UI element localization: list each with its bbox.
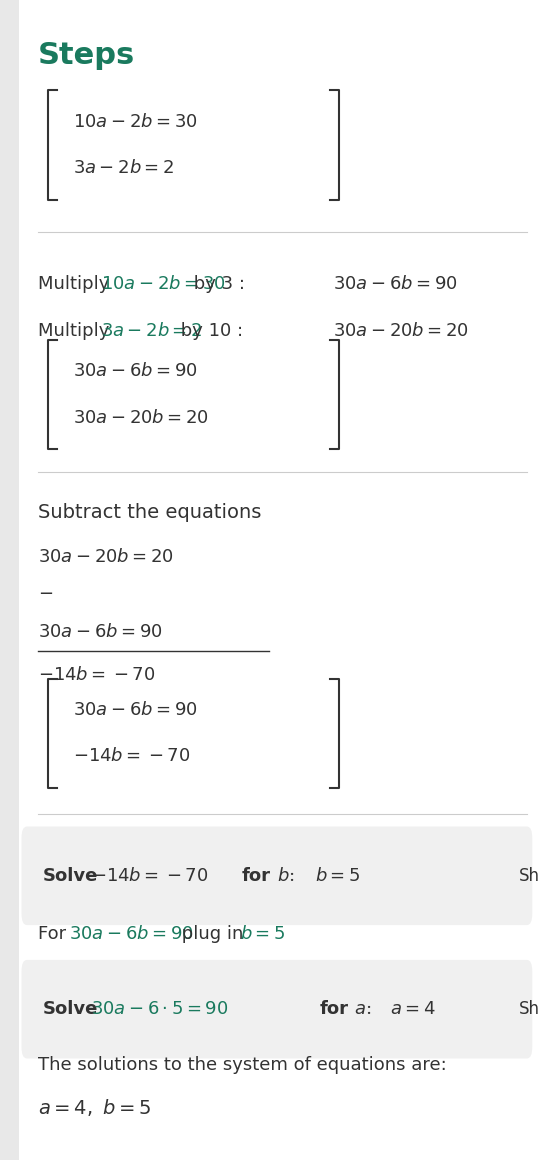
Text: $b$:: $b$: [277, 867, 295, 885]
Text: Sho: Sho [519, 1000, 550, 1018]
Text: $30a - 6b = 90$: $30a - 6b = 90$ [333, 275, 458, 293]
Text: $3a - 2b = 2$: $3a - 2b = 2$ [101, 321, 202, 340]
Text: Multiply: Multiply [37, 275, 115, 293]
Text: $b = 5$: $b = 5$ [240, 925, 285, 943]
Text: $30a - 6\cdot 5 = 90$: $30a - 6\cdot 5 = 90$ [91, 1000, 229, 1018]
Text: Solve: Solve [43, 867, 98, 885]
FancyBboxPatch shape [0, 0, 19, 1160]
Text: by 3 :: by 3 : [189, 275, 245, 293]
Text: $10a - 2b = 30$: $10a - 2b = 30$ [73, 113, 197, 131]
FancyBboxPatch shape [21, 960, 532, 1058]
Text: Subtract the equations: Subtract the equations [37, 503, 261, 522]
Text: $b = 5$: $b = 5$ [315, 867, 360, 885]
Text: Solve: Solve [43, 1000, 98, 1018]
Text: The solutions to the system of equations are:: The solutions to the system of equations… [37, 1056, 447, 1074]
Text: by 10 :: by 10 : [175, 321, 243, 340]
Text: Steps: Steps [37, 41, 135, 70]
Text: $-14b =  -70$: $-14b = -70$ [73, 747, 190, 766]
Text: $-14b =  -70$: $-14b = -70$ [37, 666, 155, 684]
Text: $a$:: $a$: [354, 1000, 371, 1018]
Text: For: For [37, 925, 72, 943]
Text: $30a - 6b = 90$: $30a - 6b = 90$ [73, 701, 197, 719]
Text: $a = 4,\ b = 5$: $a = 4,\ b = 5$ [37, 1097, 151, 1118]
Text: plug in: plug in [177, 925, 250, 943]
Text: $10a - 2b = 30$: $10a - 2b = 30$ [101, 275, 226, 293]
Text: $30a - 6b = 90$: $30a - 6b = 90$ [37, 623, 162, 641]
Text: $30a - 6b = 90$: $30a - 6b = 90$ [73, 362, 197, 380]
Text: for: for [320, 1000, 349, 1018]
Text: $30a - 20b = 20$: $30a - 20b = 20$ [37, 548, 174, 566]
Text: $30a - 20b = 20$: $30a - 20b = 20$ [333, 321, 469, 340]
Text: $-$: $-$ [37, 582, 53, 601]
Text: Sho: Sho [519, 867, 550, 885]
Text: $ - 14b = -70$: $ - 14b = -70$ [91, 867, 208, 885]
FancyBboxPatch shape [21, 826, 532, 926]
Text: Multiply: Multiply [37, 321, 115, 340]
Text: $3a - 2b = 2$: $3a - 2b = 2$ [73, 159, 174, 177]
Text: $30a - 6b = 90$: $30a - 6b = 90$ [69, 925, 194, 943]
Text: $a = 4$: $a = 4$ [390, 1000, 436, 1018]
Text: for: for [242, 867, 271, 885]
Text: $30a - 20b = 20$: $30a - 20b = 20$ [73, 408, 208, 427]
